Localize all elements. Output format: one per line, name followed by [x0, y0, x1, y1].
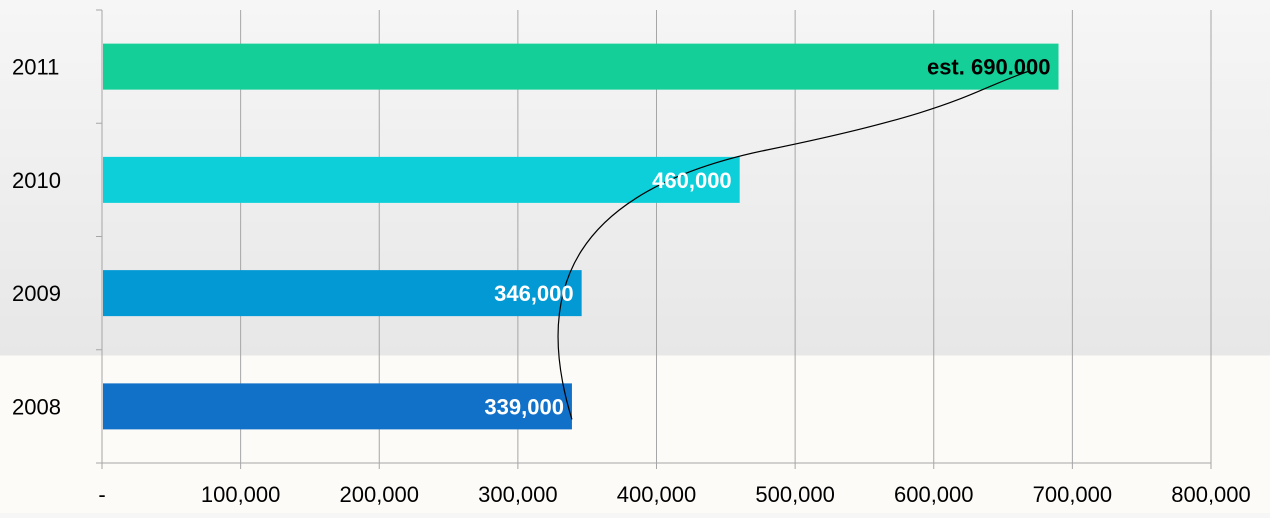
category-label: 2011 [12, 55, 59, 80]
category-label: 2008 [12, 394, 61, 419]
bar [103, 156, 740, 203]
bar [103, 270, 582, 317]
bar [103, 43, 1059, 90]
x-tick-label: 700,000 [1033, 482, 1113, 507]
x-tick-label: 200,000 [339, 482, 419, 507]
x-tick-label: 500,000 [755, 482, 835, 507]
x-tick-label: 300,000 [478, 482, 558, 507]
x-tick-label: 100,000 [201, 482, 281, 507]
x-tick-label: - [98, 482, 105, 507]
category-label: 2009 [12, 281, 61, 306]
trend-curve [557, 70, 1031, 420]
bar [103, 383, 572, 430]
data-label: est. 690.000 [927, 55, 1051, 80]
data-label: 339,000 [484, 394, 564, 419]
data-label: 346,000 [494, 281, 574, 306]
x-tick-label: 400,000 [617, 482, 697, 507]
x-tick-label: 600,000 [894, 482, 974, 507]
category-label: 2010 [12, 168, 61, 193]
x-tick-label: 800,000 [1171, 482, 1251, 507]
data-label: 460,000 [652, 168, 732, 193]
